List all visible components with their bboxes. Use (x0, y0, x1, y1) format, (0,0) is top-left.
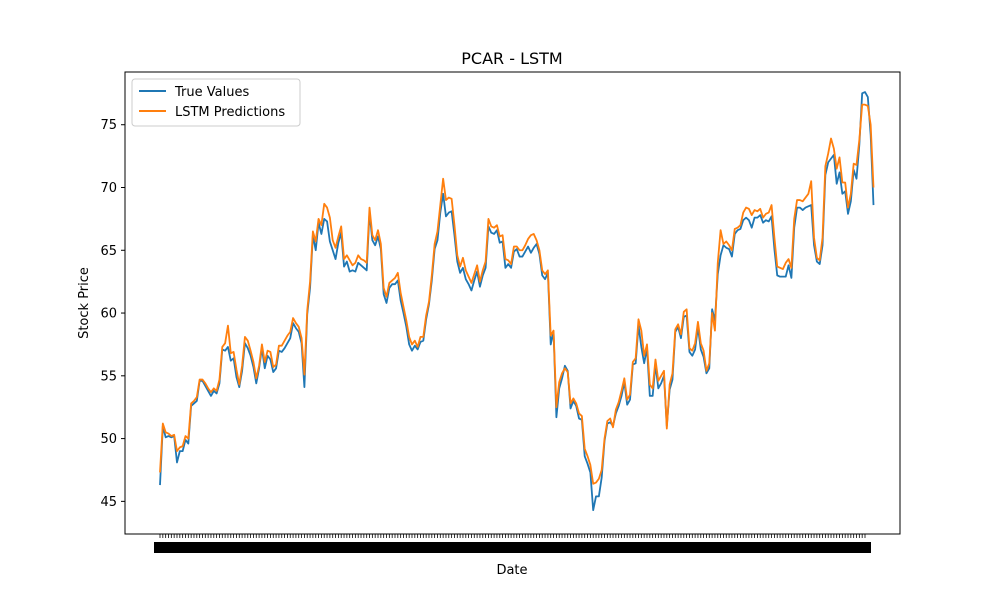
y-tick-label: 60 (100, 307, 117, 322)
plot-area (124, 71, 901, 535)
y-tick-label: 45 (100, 495, 117, 510)
y-tick-label: 55 (100, 369, 117, 384)
y-tick-label: 50 (100, 432, 117, 447)
y-axis-label: Stock Price (77, 267, 92, 339)
series-lines (159, 91, 875, 512)
series-line-lstm-predictions (159, 103, 875, 485)
legend-label-true-values: True Values (174, 85, 249, 100)
x-axis-ticks (154, 534, 871, 553)
y-tick-label: 75 (100, 118, 117, 133)
legend-box (131, 78, 301, 127)
y-tick-label: 70 (100, 181, 117, 196)
y-axis-ticks: 45 50 55 60 65 70 75 (100, 118, 125, 510)
x-axis-label: Date (496, 563, 527, 578)
y-tick-label: 65 (100, 244, 117, 259)
x-tick-labels-overlap (154, 542, 871, 553)
chart-title: PCAR - LSTM (461, 49, 562, 68)
legend: True Values LSTM Predictions (131, 78, 301, 127)
axes-frame (124, 71, 901, 535)
legend-label-lstm-predictions: LSTM Predictions (175, 105, 285, 120)
